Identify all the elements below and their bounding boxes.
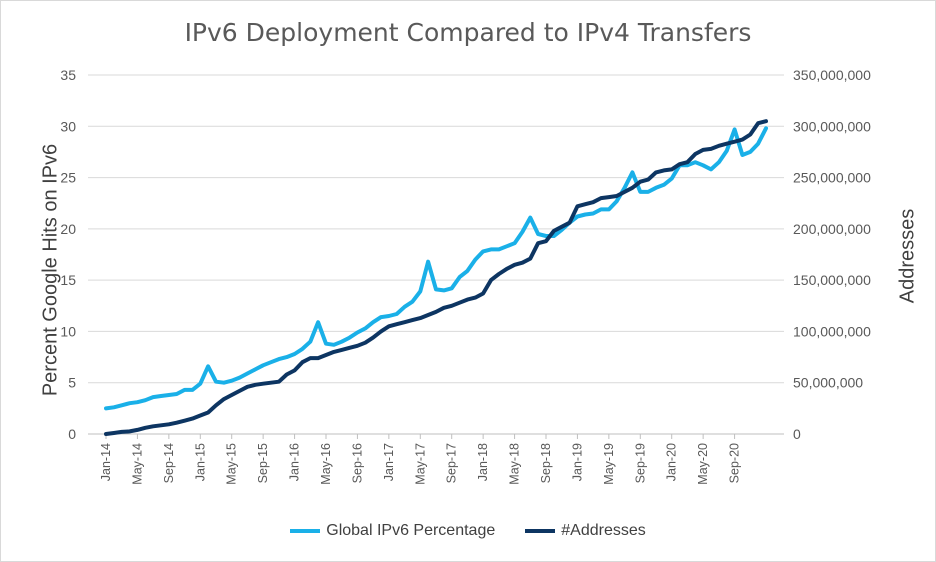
series-lines xyxy=(104,119,768,436)
y-tick-label: 30 xyxy=(60,118,76,134)
x-tick-label: Sep-14 xyxy=(162,443,176,483)
legend-label-addresses: #Addresses xyxy=(561,522,646,539)
x-tick-label: Jan-16 xyxy=(288,443,302,481)
y-tick-label: 5 xyxy=(68,375,76,391)
x-tick-label: Sep-16 xyxy=(350,443,364,483)
secondary-y-tick-label: 300,000,000 xyxy=(793,118,871,134)
x-axis-ticks: Jan-14 May-14 Sep-14 Jan-15 May-15 Sep-15 Jan-… xyxy=(99,434,742,485)
x-tick-label: Sep-18 xyxy=(539,443,553,483)
secondary-y-tick-label: 100,000,000 xyxy=(793,323,871,339)
gridlines xyxy=(88,74,784,435)
x-tick-label: Jan-15 xyxy=(193,443,207,481)
secondary-y-tick-label: 150,000,000 xyxy=(793,272,871,288)
secondary-y-tick-label: 350,000,000 xyxy=(793,67,871,83)
x-tick-label: Jan-17 xyxy=(382,443,396,481)
x-tick-label: May-19 xyxy=(602,443,616,485)
x-tick-label: Sep-19 xyxy=(633,443,647,483)
x-tick-label: May-20 xyxy=(696,443,710,485)
y-tick-label: 20 xyxy=(60,221,76,237)
y-tick-label: 10 xyxy=(60,323,76,339)
series-line-addresses xyxy=(104,119,768,436)
x-tick-label: May-18 xyxy=(508,443,522,485)
x-tick-label: May-16 xyxy=(319,443,333,485)
legend-swatch-addresses xyxy=(525,529,556,533)
x-tick-label: Sep-20 xyxy=(728,443,742,483)
legend-item-addresses: #Addresses xyxy=(525,522,646,540)
x-tick-label: Sep-15 xyxy=(256,443,270,483)
x-tick-label: Jan-19 xyxy=(570,443,584,481)
x-tick-label: May-17 xyxy=(413,443,427,485)
secondary-y-axis-ticks: 0 50,000,000 100,000,000 150,000,000 200,000… xyxy=(793,67,871,442)
x-tick-label: Jan-14 xyxy=(99,443,113,481)
x-tick-label: Sep-17 xyxy=(445,443,459,483)
secondary-y-tick-label: 0 xyxy=(793,426,801,442)
legend-item-ipv6: Global IPv6 Percentage xyxy=(290,522,495,540)
x-tick-label: Jan-20 xyxy=(665,443,679,481)
y-tick-label: 15 xyxy=(60,272,76,288)
y-tick-label: 25 xyxy=(60,170,76,186)
legend: Global IPv6 Percentage #Addresses xyxy=(0,522,936,540)
legend-swatch-ipv6 xyxy=(290,529,321,533)
y-axis-ticks: 0 5 10 15 20 25 30 35 xyxy=(60,67,76,442)
y-tick-label: 0 xyxy=(68,426,76,442)
secondary-y-tick-label: 200,000,000 xyxy=(793,221,871,237)
chart-title: IPv6 Deployment Compared to IPv4 Transfe… xyxy=(184,18,752,47)
x-tick-label: May-14 xyxy=(130,443,144,485)
secondary-y-tick-label: 50,000,000 xyxy=(793,375,863,391)
x-tick-label: Jan-18 xyxy=(476,443,490,481)
series-line-ipv6-percentage xyxy=(104,126,768,411)
y-tick-label: 35 xyxy=(60,67,76,83)
secondary-y-tick-label: 250,000,000 xyxy=(793,170,871,186)
x-tick-label: May-15 xyxy=(225,443,239,485)
legend-label-ipv6: Global IPv6 Percentage xyxy=(326,522,496,539)
